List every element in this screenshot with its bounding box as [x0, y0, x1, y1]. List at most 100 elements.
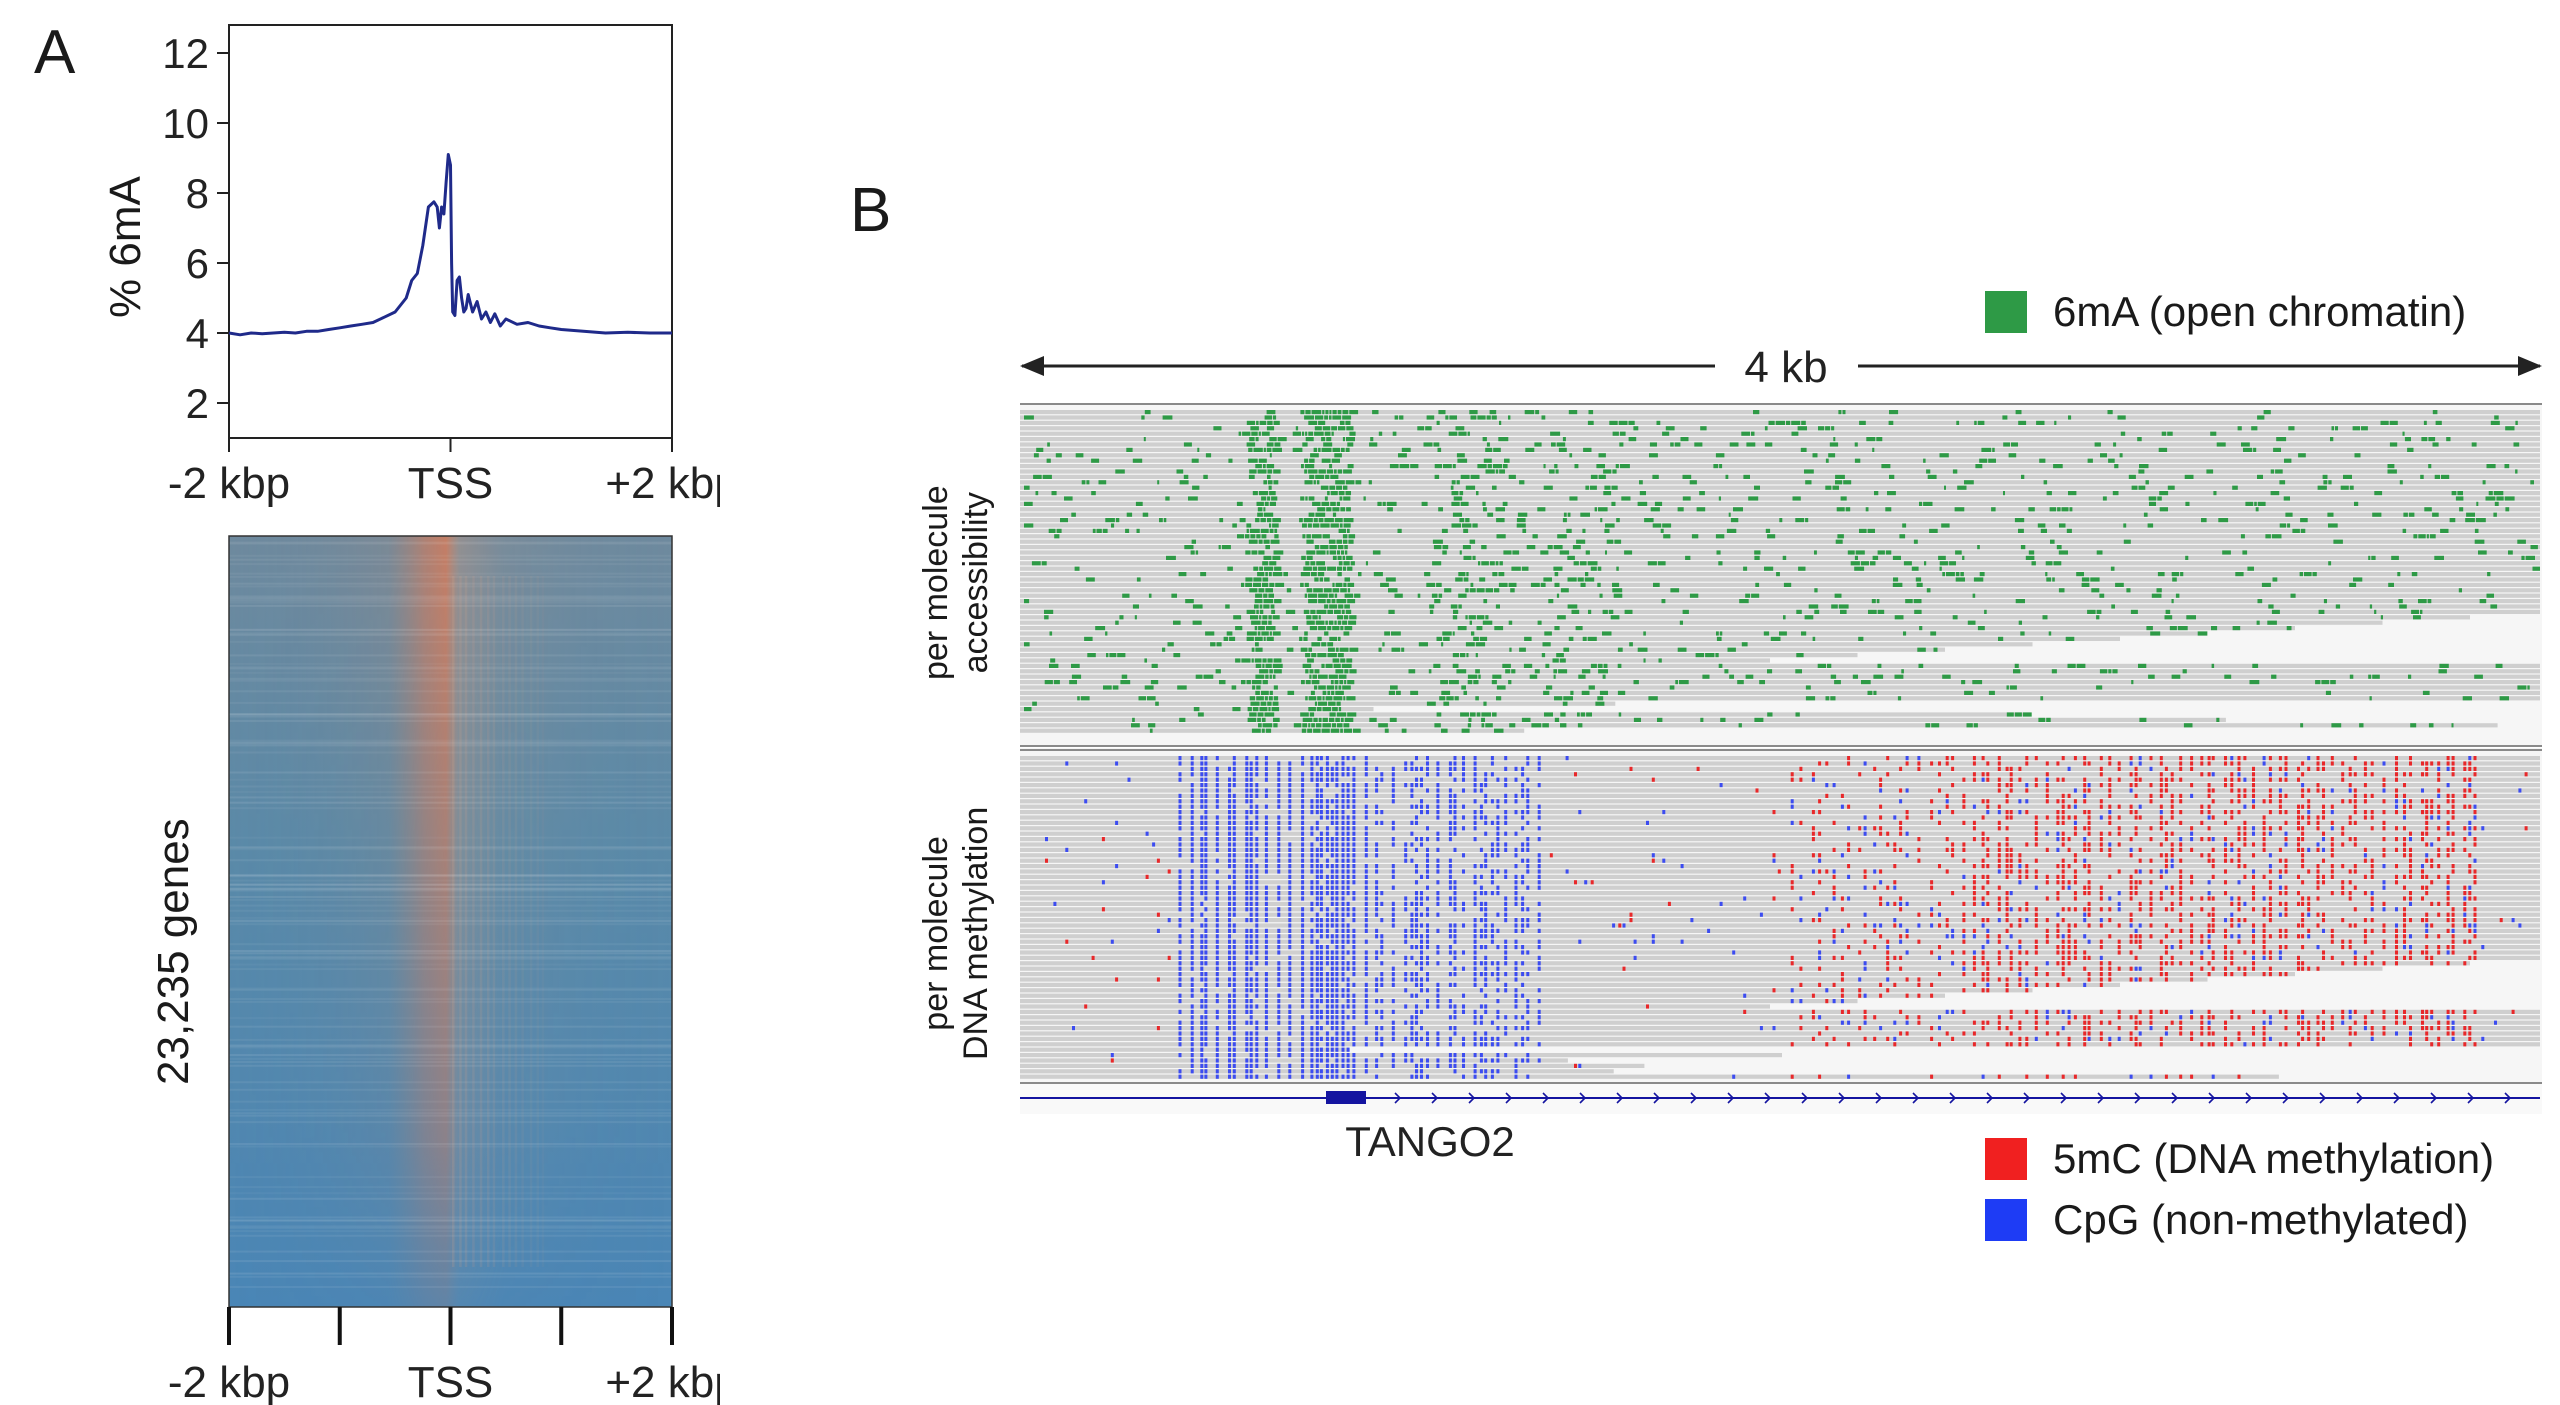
accessibility-mark [1213, 426, 1222, 431]
heatmap-stripe [487, 576, 490, 1267]
accessibility-mark [1446, 696, 1454, 701]
accessibility-mark [1339, 420, 1345, 425]
accessibility-mark [1443, 636, 1450, 641]
methylation-mark [1346, 977, 1350, 982]
methylation-mark [1832, 896, 1836, 901]
methylation-mark [1997, 847, 2001, 852]
accessibility-mark [1964, 480, 1974, 485]
methylation-mark [1178, 815, 1182, 820]
accessibility-mark [1042, 474, 1052, 479]
methylation-mark [2403, 783, 2406, 788]
accessibility-mark [1972, 680, 1983, 685]
methylation-mark [1245, 874, 1249, 879]
accessibility-mark [2317, 485, 2327, 490]
methylation-mark [2224, 837, 2227, 842]
methylation-mark [1893, 847, 1897, 852]
accessibility-mark [1325, 410, 1329, 415]
methylation-mark [2108, 907, 2112, 912]
accessibility-mark [1369, 442, 1378, 447]
accessibility-mark [1579, 561, 1587, 566]
accessibility-mark [1259, 615, 1262, 620]
methylation-mark [1945, 934, 1949, 939]
methylation-mark [2034, 831, 2038, 836]
accessibility-mark [2096, 685, 2103, 690]
methylation-mark [2067, 864, 2071, 869]
methylation-mark [2138, 777, 2142, 782]
methylation-mark [2179, 891, 2183, 896]
accessibility-mark [1304, 469, 1308, 474]
accessibility-mark [1246, 528, 1249, 533]
methylation-mark [1352, 880, 1356, 885]
accessibility-mark [1426, 582, 1436, 587]
accessibility-mark [1087, 653, 1096, 658]
methylation-mark [1840, 907, 1844, 912]
methylation-mark [1245, 761, 1249, 766]
methylation-mark [2403, 874, 2406, 879]
methylation-mark [1930, 923, 1934, 928]
methylation-mark [1436, 831, 1440, 836]
methylation-mark [2190, 950, 2194, 955]
methylation-mark [2278, 869, 2282, 874]
methylation-mark [1255, 826, 1259, 831]
methylation-mark [1504, 756, 1508, 761]
methylation-mark [1375, 885, 1379, 890]
accessibility-mark [1315, 723, 1322, 728]
heatmap-noise-row [229, 1186, 672, 1189]
methylation-mark [2395, 934, 2398, 939]
methylation-mark [2297, 923, 2300, 928]
accessibility-mark [1656, 420, 1661, 425]
methylation-mark [1521, 907, 1525, 912]
accessibility-mark [1537, 507, 1546, 512]
accessibility-mark [1595, 701, 1605, 706]
methylation-mark [1448, 858, 1452, 863]
methylation-mark [2159, 939, 2163, 944]
methylation-mark [2284, 842, 2288, 847]
methylation-mark [1945, 847, 1949, 852]
accessibility-mark [1865, 507, 1869, 512]
read-bar [1020, 410, 2540, 415]
accessibility-mark [1786, 420, 1791, 425]
methylation-mark [1526, 858, 1530, 863]
accessibility-mark [1729, 442, 1739, 447]
methylation-mark [2473, 918, 2477, 923]
methylation-mark [1448, 901, 1452, 906]
accessibility-mark [1657, 717, 1663, 722]
methylation-mark [2138, 939, 2142, 944]
methylation-mark [1245, 896, 1249, 901]
methylation-mark [1249, 831, 1253, 836]
methylation-mark [1330, 837, 1334, 842]
methylation-mark [2425, 772, 2429, 777]
methylation-mark [1680, 864, 1684, 869]
accessibility-mark [1345, 447, 1350, 452]
methylation-mark [1325, 972, 1329, 977]
methylation-mark [1245, 934, 1249, 939]
methylation-mark [2005, 766, 2009, 771]
methylation-mark [1832, 928, 1836, 933]
methylation-mark [2190, 896, 2194, 901]
accessibility-mark [1109, 653, 1117, 658]
methylation-mark [2363, 934, 2367, 939]
accessibility-mark [2117, 415, 2126, 420]
accessibility-mark [1455, 577, 1463, 582]
accessibility-mark [1302, 534, 1306, 539]
accessibility-mark [1346, 426, 1354, 431]
methylation-mark [1341, 793, 1345, 798]
methylation-mark [1315, 799, 1319, 804]
accessibility-mark [1481, 545, 1487, 550]
accessibility-mark [1977, 420, 1985, 425]
accessibility-mark [2031, 561, 2036, 566]
accessibility-mark [1748, 496, 1759, 501]
methylation-mark [1341, 820, 1345, 825]
methylation-mark [1200, 788, 1204, 793]
accessibility-mark [1273, 420, 1280, 425]
accessibility-mark [1346, 555, 1353, 560]
methylation-mark [2382, 847, 2386, 852]
methylation-mark [1215, 907, 1219, 912]
accessibility-mark [1337, 410, 1342, 415]
heatmap-noise-row [229, 807, 672, 810]
methylation-mark [1315, 928, 1319, 933]
accessibility-mark [1318, 674, 1328, 679]
accessibility-mark [2120, 431, 2126, 436]
methylation-mark [1415, 864, 1418, 869]
accessibility-mark [1091, 458, 1100, 463]
